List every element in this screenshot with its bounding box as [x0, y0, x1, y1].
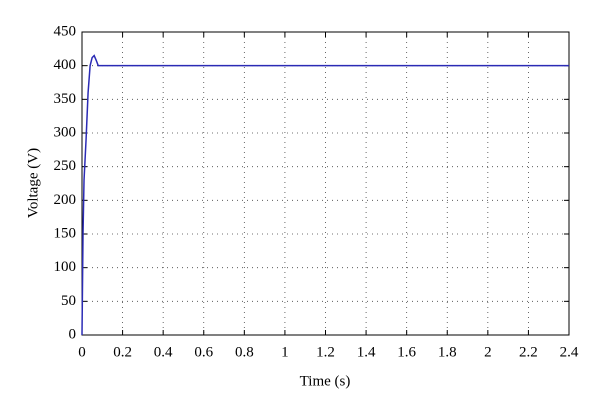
x-tick-label: 1.8 — [438, 344, 457, 360]
x-tick-label: 0.6 — [194, 344, 213, 360]
y-tick-label: 50 — [61, 293, 76, 309]
x-tick-label: 2 — [484, 344, 492, 360]
x-tick-label: 0.4 — [154, 344, 173, 360]
y-tick-label: 0 — [69, 326, 77, 342]
plot-frame — [81, 31, 570, 336]
x-axis-label: Time (s) — [300, 373, 351, 389]
x-tick-label: 1.4 — [357, 344, 376, 360]
x-tick-label: 0.8 — [235, 344, 254, 360]
x-tick-label: 1.2 — [316, 344, 335, 360]
y-tick-label: 400 — [54, 57, 77, 73]
x-tick-label: 0.2 — [113, 344, 132, 360]
x-tick-label: 2.4 — [560, 344, 579, 360]
y-axis-label: Voltage (V) — [25, 148, 41, 218]
x-tick-label: 1 — [281, 344, 289, 360]
y-tick-label: 100 — [54, 259, 77, 275]
x-tick-label: 1.6 — [397, 344, 416, 360]
data-line — [81, 54, 569, 336]
y-tick-label: 250 — [54, 158, 77, 174]
y-tick-label: 300 — [54, 124, 77, 140]
y-tick-label: 150 — [54, 225, 77, 241]
x-tick-label: 0 — [78, 344, 86, 360]
y-tick-label: 450 — [54, 23, 77, 39]
y-tick-label: 200 — [54, 192, 77, 208]
x-tick-label: 2.2 — [519, 344, 538, 360]
y-tick-label: 350 — [54, 91, 77, 107]
